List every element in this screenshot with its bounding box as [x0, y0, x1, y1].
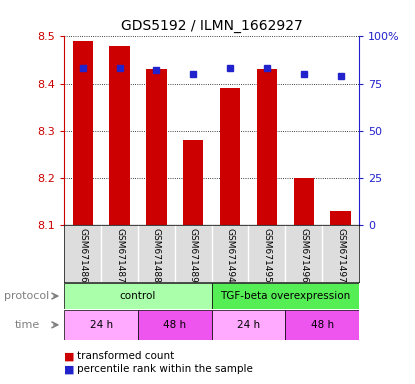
Text: protocol: protocol	[4, 291, 49, 301]
Bar	[183, 140, 203, 225]
Title: GDS5192 / ILMN_1662927: GDS5192 / ILMN_1662927	[121, 19, 303, 33]
Text: control: control	[120, 291, 156, 301]
Bar	[293, 178, 314, 225]
Bar	[330, 210, 351, 225]
Text: percentile rank within the sample: percentile rank within the sample	[77, 364, 253, 374]
Text: 48 h: 48 h	[310, 320, 334, 330]
Bar	[138, 310, 212, 340]
Text: GSM671486: GSM671486	[78, 228, 87, 283]
Bar	[212, 310, 286, 340]
Text: ■: ■	[64, 364, 75, 374]
Bar	[212, 283, 359, 309]
Bar	[64, 283, 212, 309]
Text: GSM671487: GSM671487	[115, 228, 124, 283]
Text: GSM671489: GSM671489	[189, 228, 198, 283]
Text: GSM671497: GSM671497	[336, 228, 345, 283]
Bar	[257, 70, 277, 225]
Text: transformed count: transformed count	[77, 351, 174, 361]
Text: GSM671495: GSM671495	[262, 228, 271, 283]
Text: GSM671494: GSM671494	[226, 228, 234, 283]
Text: ■: ■	[64, 351, 75, 361]
Bar	[110, 46, 130, 225]
Bar	[146, 70, 166, 225]
Bar	[73, 41, 93, 225]
Text: 24 h: 24 h	[90, 320, 113, 330]
Text: time: time	[15, 320, 40, 330]
Text: 48 h: 48 h	[163, 320, 186, 330]
Bar	[64, 310, 138, 340]
Text: GSM671488: GSM671488	[152, 228, 161, 283]
Bar	[220, 88, 240, 225]
Text: 24 h: 24 h	[237, 320, 260, 330]
Bar	[285, 310, 359, 340]
Text: GSM671496: GSM671496	[299, 228, 308, 283]
Text: TGF-beta overexpression: TGF-beta overexpression	[220, 291, 350, 301]
